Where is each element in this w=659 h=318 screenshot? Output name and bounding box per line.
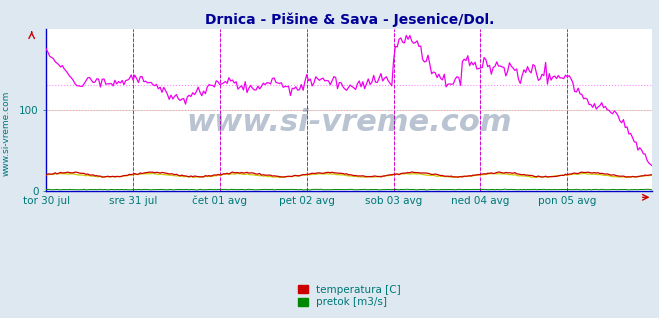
Title: Drnica - Pišine & Sava - Jesenice/Dol.: Drnica - Pišine & Sava - Jesenice/Dol. — [204, 13, 494, 27]
Text: www.si-vreme.com: www.si-vreme.com — [2, 91, 11, 176]
Text: www.si-vreme.com: www.si-vreme.com — [186, 108, 512, 137]
